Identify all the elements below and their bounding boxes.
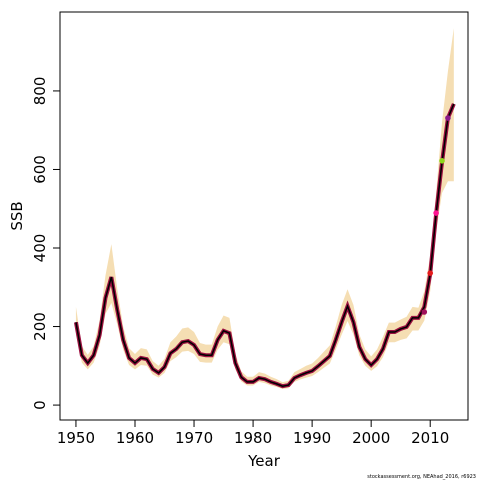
line-under — [73, 103, 456, 389]
point — [445, 115, 451, 121]
y-tick-label: 600 — [31, 155, 49, 184]
point — [421, 309, 428, 315]
x-tick-label: 1960 — [116, 429, 154, 447]
x-tick-label: 2010 — [411, 429, 449, 447]
point — [427, 270, 434, 276]
line — [75, 103, 455, 388]
y-tick-label: 400 — [31, 234, 49, 263]
y-tick-label: 800 — [31, 77, 49, 106]
x-tick-label: 1970 — [175, 429, 213, 447]
x-tick-label: 1950 — [57, 429, 95, 447]
y-tick-label: 0 — [31, 400, 49, 410]
point — [439, 158, 445, 164]
x-tick-label: 1990 — [293, 429, 331, 447]
x-axis-label: Year — [247, 452, 281, 470]
confidence-band — [75, 28, 454, 389]
y-tick-label: 200 — [31, 312, 49, 341]
point — [433, 210, 439, 216]
x-tick-label: 1980 — [234, 429, 272, 447]
x-tick-label: 2000 — [352, 429, 390, 447]
plot-frame — [59, 11, 469, 421]
footnote: stockassessment.org, NEAhad_2016, r6923 — [367, 474, 476, 480]
y-axis-label: SSB — [8, 201, 26, 230]
